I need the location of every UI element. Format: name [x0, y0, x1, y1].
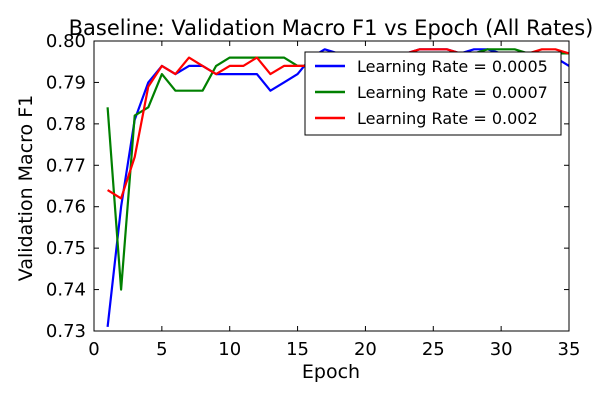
legend-box	[304, 51, 562, 136]
legend-label-2: Learning Rate = 0.0007	[357, 83, 548, 102]
chart-title: Baseline: Validation Macro F1 vs Epoch (…	[69, 16, 594, 40]
y-tick-label: 0.73	[46, 321, 86, 342]
x-tick-label: 10	[218, 339, 241, 360]
x-tick-label: 15	[286, 339, 309, 360]
x-tick-label: 5	[156, 339, 167, 360]
legend: Learning Rate = 0.0005 Learning Rate = 0.…	[304, 51, 562, 136]
x-tick-label: 20	[354, 339, 377, 360]
y-tick-label: 0.75	[46, 238, 86, 259]
x-axis-label: Epoch	[302, 361, 360, 383]
y-tick-label: 0.78	[46, 114, 86, 135]
legend-label-1: Learning Rate = 0.0005	[357, 57, 548, 76]
plot-frame	[93, 40, 570, 332]
x-tick-label: 35	[558, 339, 581, 360]
y-axis-label: Validation Macro F1	[15, 95, 37, 281]
axes-layer: 0 5 10 15 20 25 30 35 0.73 0.74 0.75 0.76 0.77 0.78 0.…	[46, 31, 581, 360]
y-tick-label: 0.76	[46, 197, 86, 218]
x-tick-label: 30	[490, 339, 513, 360]
y-tick-label: 0.74	[46, 280, 86, 301]
x-tick-label: 0	[88, 339, 99, 360]
y-tick-label: 0.77	[46, 155, 86, 176]
x-tick-label: 25	[422, 339, 445, 360]
legend-label-3: Learning Rate = 0.002	[357, 109, 538, 128]
y-tick-label: 0.80	[46, 31, 86, 52]
y-tick-label: 0.79	[46, 72, 86, 93]
